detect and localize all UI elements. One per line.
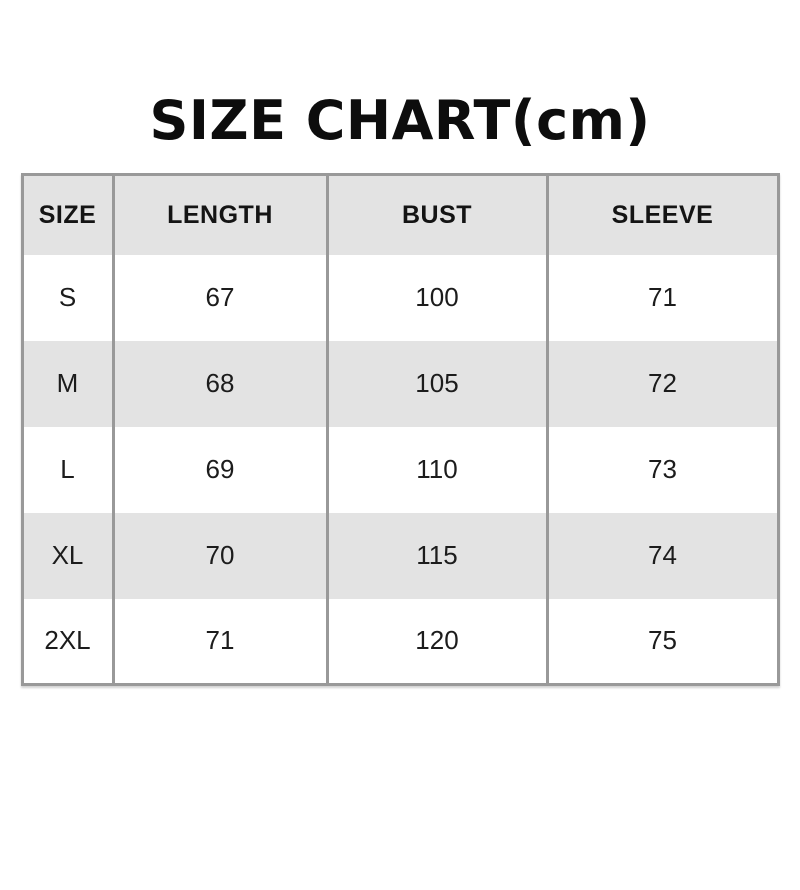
size-cell: L (60, 454, 75, 485)
size-cell: S (58, 282, 77, 313)
page-title: SIZE CHART(cm) (149, 89, 651, 152)
column-header-sleeve: SLEEVE (545, 174, 778, 255)
bust-cell: 100 (325, 254, 547, 341)
size-cell: 2XL (44, 625, 91, 656)
column-header-bust: BUST (325, 174, 547, 255)
length-cell: 69 (111, 426, 327, 513)
bust-cell: 115 (325, 512, 547, 599)
column-header-length: LENGTH (111, 174, 327, 255)
table-row-l: L 69 110 73 (22, 426, 778, 513)
size-chart-page: SIZE CHART(cm) SIZE LENGTH BUST SLEEVE S… (0, 89, 800, 687)
table-row-m: M 68 105 72 (22, 340, 778, 427)
table-header-row: SIZE LENGTH BUST SLEEVE (22, 174, 778, 255)
sleeve-cell: 74 (545, 512, 778, 599)
bust-cell: 105 (325, 340, 547, 427)
table-row-2xl: 2XL 71 120 75 (22, 598, 778, 685)
column-header-size: SIZE (38, 200, 97, 229)
table-row-xl: XL 70 115 74 (22, 512, 778, 599)
bust-cell: 110 (325, 426, 547, 513)
sleeve-cell: 72 (545, 340, 778, 427)
size-chart-table: SIZE LENGTH BUST SLEEVE S 67 100 71 M 68… (20, 173, 780, 687)
length-cell: 70 (111, 512, 327, 599)
sleeve-cell: 73 (545, 426, 778, 513)
size-cell: XL (51, 540, 84, 571)
table-row-s: S 67 100 71 (22, 254, 778, 341)
sleeve-cell: 75 (545, 598, 778, 685)
bust-cell: 120 (325, 598, 547, 685)
size-cell: M (56, 368, 79, 399)
length-cell: 71 (111, 598, 327, 685)
length-cell: 67 (111, 254, 327, 341)
sleeve-cell: 71 (545, 254, 778, 341)
length-cell: 68 (111, 340, 327, 427)
